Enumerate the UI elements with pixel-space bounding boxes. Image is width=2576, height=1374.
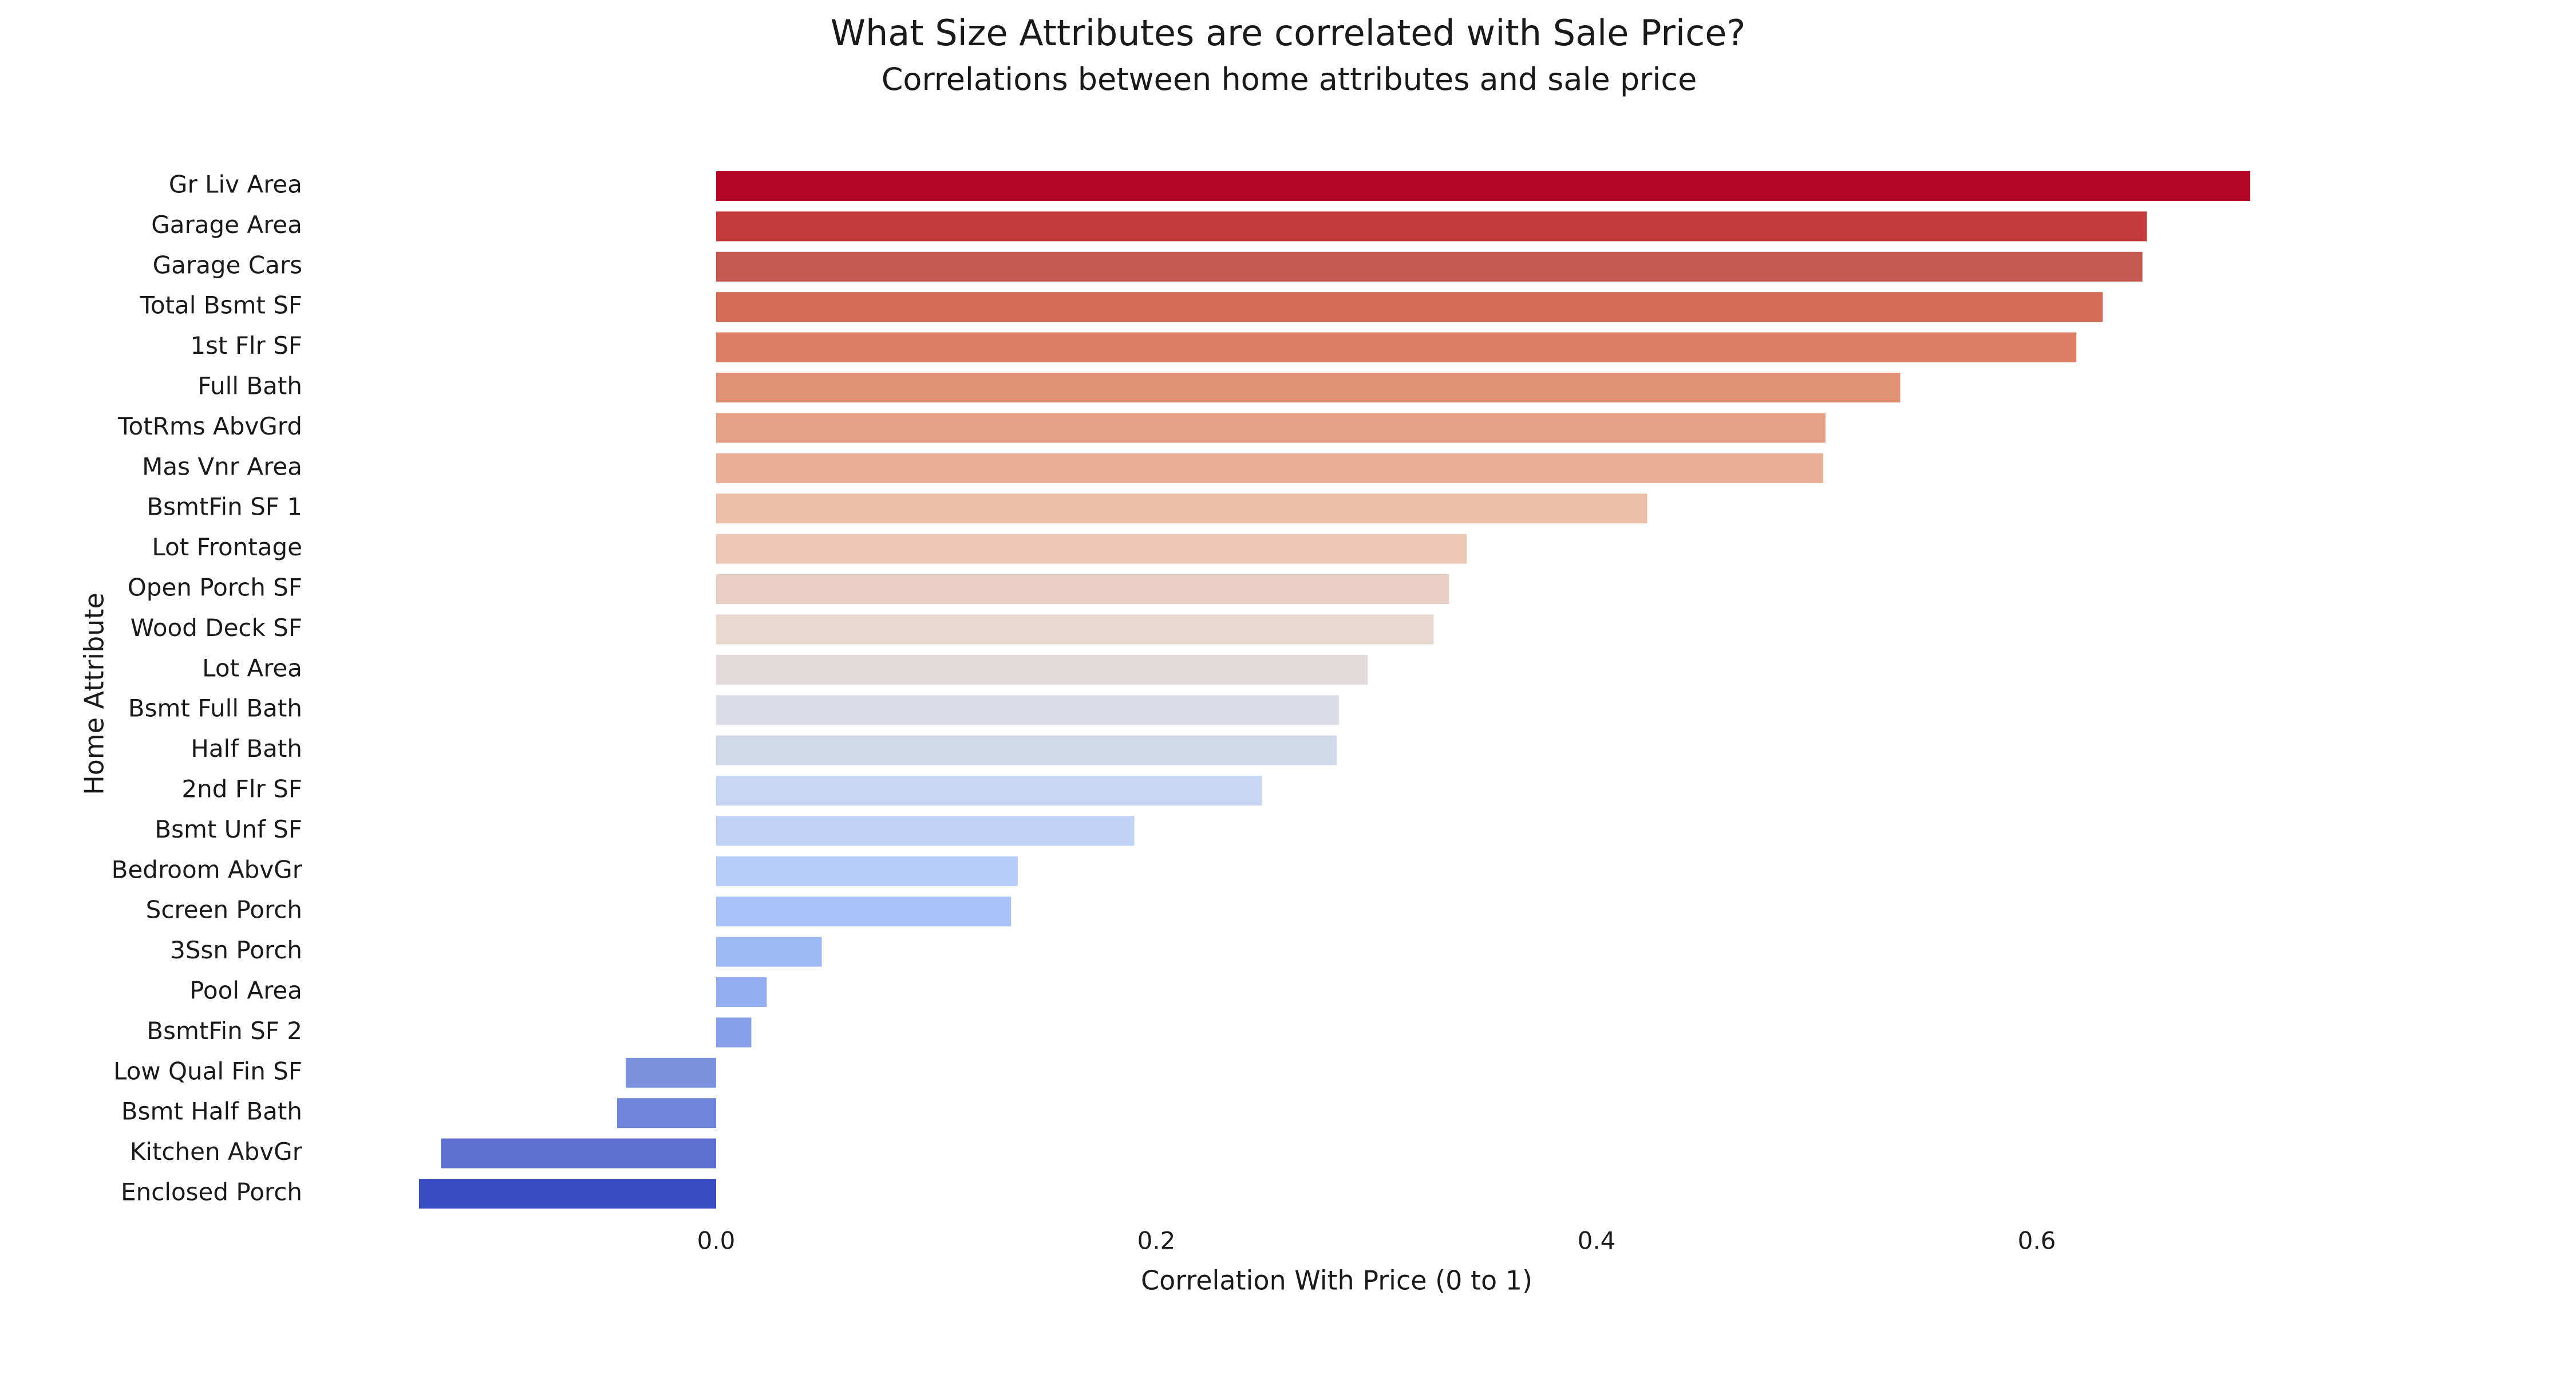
bar-lot-frontage [716, 534, 1467, 564]
bar-2nd-flr-sf [716, 776, 1262, 806]
category-label: Lot Area [202, 654, 302, 682]
category-label: 1st Flr SF [190, 331, 302, 360]
category-label: Wood Deck SF [131, 614, 302, 642]
bar-wood-deck-sf [716, 614, 1434, 645]
bar-bsmt-full-bath [716, 695, 1340, 725]
chart-subtitle: Correlations between home attributes and… [881, 61, 1697, 97]
bar-bedroom-abvgr [716, 856, 1018, 886]
chart-title: What Size Attributes are correlated with… [830, 12, 1746, 54]
bar-garage-area [716, 211, 2147, 242]
bar-garage-cars [716, 251, 2143, 282]
category-label: Bedroom AbvGr [112, 855, 303, 883]
bar-screen-porch [716, 897, 1012, 927]
category-label: TotRms AbvGrd [117, 412, 302, 440]
x-tick-label: 0.2 [1137, 1227, 1176, 1255]
bar-bsmtfin-sf-2 [716, 1017, 752, 1048]
category-label: Kitchen AbvGr [130, 1138, 303, 1166]
category-label: 2nd Flr SF [181, 775, 302, 803]
y-axis-title: Home Attribute [79, 593, 110, 795]
bar-open-porch-sf [716, 574, 1449, 604]
category-label: Mas Vnr Area [142, 452, 302, 480]
bar-totrms-abvgrd [716, 413, 1826, 443]
x-tick-label: 0.4 [1578, 1227, 1616, 1255]
x-tick-labels: 0.0 0.2 0.4 0.6 [697, 1227, 2056, 1255]
bar-full-bath [716, 373, 1901, 402]
bar-kitchen-abvgr [441, 1138, 716, 1168]
bar-mas-vnr-area [716, 453, 1823, 483]
bars-layer [418, 171, 2250, 1209]
category-label: 3Ssn Porch [170, 936, 302, 964]
category-label: Garage Cars [153, 251, 302, 279]
bar-pool-area [716, 977, 767, 1007]
category-label: Enclosed Porch [121, 1178, 302, 1206]
category-label: Bsmt Full Bath [128, 694, 302, 722]
bar-bsmt-unf-sf [716, 816, 1135, 846]
category-label: Garage Area [151, 211, 302, 239]
x-tick-label: 0.6 [2018, 1227, 2056, 1255]
category-label: Total Bsmt SF [139, 291, 302, 319]
category-label: Open Porch SF [128, 574, 302, 602]
category-label: Bsmt Unf SF [155, 815, 302, 843]
category-labels: Gr Liv Area Garage Area Garage Cars Total B… [112, 171, 303, 1206]
category-label: BsmtFin SF 2 [147, 1017, 302, 1045]
category-label: Gr Liv Area [169, 171, 302, 199]
bar-bsmt-half-bath [617, 1098, 716, 1128]
category-label: Low Qual Fin SF [113, 1057, 302, 1085]
bar-1st-flr-sf [716, 332, 2077, 362]
category-label: Full Bath [197, 372, 302, 400]
bar-low-qual-fin-sf [626, 1057, 716, 1088]
bar-half-bath [716, 735, 1337, 765]
bar-lot-area [716, 654, 1368, 685]
category-label: Pool Area [189, 977, 302, 1005]
category-label: Half Bath [191, 735, 302, 763]
category-label: BsmtFin SF 1 [147, 493, 302, 521]
category-label: Screen Porch [146, 896, 302, 924]
bar-bsmtfin-sf-1 [716, 493, 1647, 524]
bar-3ssn-porch [716, 937, 822, 967]
x-axis-title: Correlation With Price (0 to 1) [1141, 1265, 1532, 1296]
bar-enclosed-porch [418, 1179, 716, 1209]
bar-gr-liv-area [716, 171, 2250, 201]
x-tick-label: 0.0 [697, 1227, 736, 1255]
category-label: Lot Frontage [152, 533, 302, 561]
category-label: Bsmt Half Bath [121, 1097, 302, 1126]
bar-total-bsmt-sf [716, 292, 2103, 322]
